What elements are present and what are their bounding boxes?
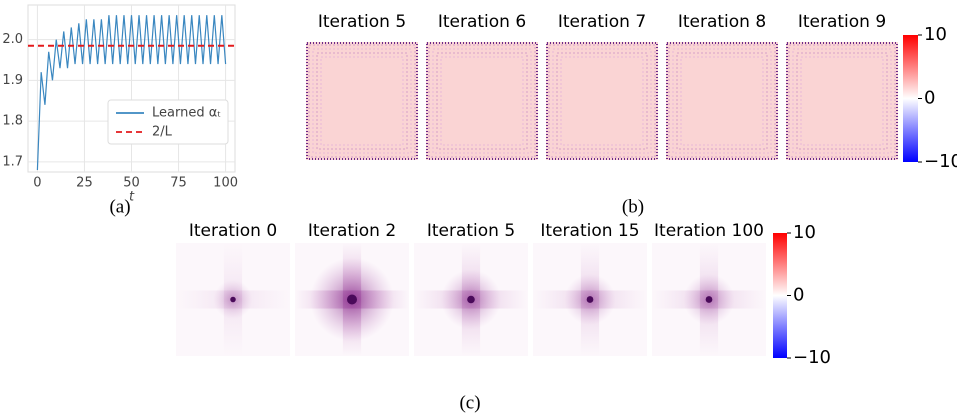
caption: (c) — [459, 392, 480, 413]
heatmap-ring — [320, 56, 404, 146]
heatmap-panel — [533, 243, 647, 356]
y-tick-label: 1.7 — [2, 154, 23, 169]
colorbar — [773, 233, 787, 358]
heatmap-ring — [428, 44, 536, 158]
heatmap-ring — [788, 44, 896, 158]
y-tick-label: 1.8 — [2, 114, 23, 129]
heatmap-edge — [306, 42, 418, 160]
heatmap-bg — [426, 42, 538, 160]
heatmap-core — [586, 296, 594, 303]
heatmap-bg — [786, 42, 898, 160]
heatmap-bg — [306, 42, 418, 160]
x-tick-label: 100 — [213, 176, 238, 191]
heatmap-panel — [306, 42, 418, 160]
heatmap-ring — [800, 56, 884, 146]
line-series — [36, 15, 227, 170]
panel-title: Iteration 15 — [540, 221, 639, 241]
heatmap-ring — [796, 52, 888, 150]
panel-title: Iteration 7 — [558, 12, 646, 32]
colorbar-tick-label: −10 — [924, 151, 957, 172]
heatmap-ring — [792, 48, 892, 154]
heatmap-core — [230, 296, 236, 303]
heatmap-panel — [666, 42, 778, 160]
heatmap-ring — [672, 48, 772, 154]
legend-label: Learned αₜ — [152, 106, 221, 121]
heatmap-ring — [440, 56, 524, 146]
heatmap-edge — [666, 42, 778, 160]
panel-title: Iteration 6 — [438, 12, 526, 32]
colorbar-tick-label: 0 — [924, 88, 935, 109]
legend-label: 2/L — [152, 125, 173, 140]
panel-title: Iteration 8 — [678, 12, 766, 32]
panel-title: Iteration 0 — [189, 221, 277, 241]
colorbar-tick-label: 0 — [793, 285, 804, 306]
caption: (a) — [109, 196, 130, 217]
heatmap-panel — [295, 243, 409, 356]
heatmap-panel — [176, 243, 290, 356]
heatmap-panel — [426, 42, 538, 160]
heatmap-core — [467, 295, 475, 304]
colorbar — [903, 35, 918, 162]
heatmap-core — [705, 296, 713, 303]
heatmap-ring — [316, 52, 408, 150]
heatmap-ring — [432, 48, 532, 154]
caption: (b) — [622, 196, 644, 217]
panel-title: Iteration 5 — [427, 221, 515, 241]
heatmap-ring — [680, 56, 764, 146]
y-tick-label: 1.9 — [2, 73, 23, 88]
heatmap-edge — [786, 42, 898, 160]
heatmap-core — [347, 294, 357, 305]
heatmap-panel — [414, 243, 528, 356]
x-axis-label: t — [129, 190, 135, 205]
heatmap-ring — [668, 44, 776, 158]
heatmap-bg — [546, 42, 658, 160]
colorbar-tick-label: 10 — [793, 222, 816, 243]
y-tick-label: 2.0 — [2, 32, 23, 47]
heatmap-edge — [426, 42, 538, 160]
heatmap-bg — [666, 42, 778, 160]
heatmap-ring — [560, 56, 644, 146]
colorbar-tick-label: 10 — [924, 24, 947, 45]
x-tick-label: 25 — [76, 176, 93, 191]
panel-title: Iteration 100 — [654, 221, 764, 241]
heatmap-panel — [546, 42, 658, 160]
heatmap-ring — [552, 48, 652, 154]
heatmap-edge — [546, 42, 658, 160]
heatmap-panel — [652, 243, 766, 356]
heatmap-panel — [786, 42, 898, 160]
colorbar-tick-label: −10 — [793, 347, 831, 368]
panel-title: Iteration 5 — [318, 12, 406, 32]
heatmap-ring — [556, 52, 648, 150]
x-tick-label: 0 — [33, 176, 41, 191]
heatmap-ring — [548, 44, 656, 158]
legend-box — [107, 99, 229, 145]
panel-title: Iteration 2 — [308, 221, 396, 241]
x-tick-label: 75 — [170, 176, 187, 191]
heatmap-ring — [676, 52, 768, 150]
x-tick-label: 50 — [123, 176, 140, 191]
heatmap-ring — [436, 52, 528, 150]
panel-title: Iteration 9 — [798, 12, 886, 32]
heatmap-ring — [308, 44, 416, 158]
heatmap-ring — [312, 48, 412, 154]
